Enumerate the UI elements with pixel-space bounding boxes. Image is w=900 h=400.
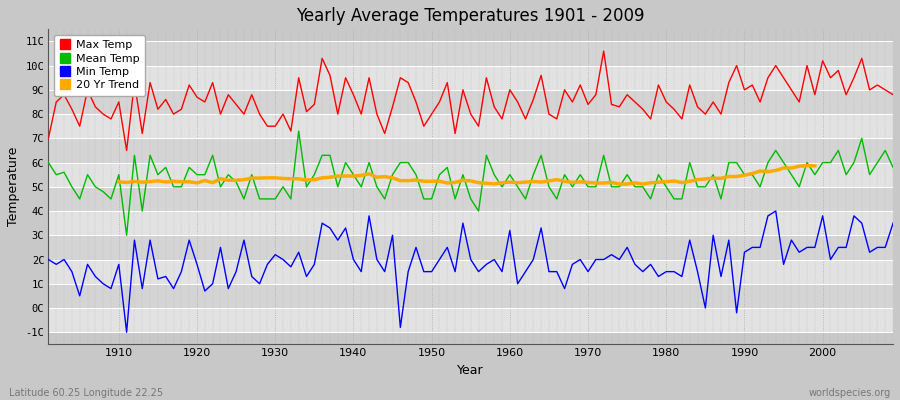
Bar — [49, 211, 893, 235]
Bar — [49, 162, 893, 187]
Title: Yearly Average Temperatures 1901 - 2009: Yearly Average Temperatures 1901 - 2009 — [296, 7, 645, 25]
Text: Latitude 60.25 Longitude 22.25: Latitude 60.25 Longitude 22.25 — [9, 388, 163, 398]
Bar — [49, 66, 893, 90]
X-axis label: Year: Year — [457, 364, 484, 377]
Bar — [49, 90, 893, 114]
Bar — [49, 187, 893, 211]
Bar — [49, 308, 893, 332]
Legend: Max Temp, Mean Temp, Min Temp, 20 Yr Trend: Max Temp, Mean Temp, Min Temp, 20 Yr Tre… — [54, 35, 146, 96]
Bar — [49, 138, 893, 162]
Bar — [49, 114, 893, 138]
Bar — [49, 41, 893, 66]
Bar — [49, 284, 893, 308]
Text: worldspecies.org: worldspecies.org — [809, 388, 891, 398]
Bar — [49, 260, 893, 284]
Y-axis label: Temperature: Temperature — [7, 147, 20, 226]
Bar — [49, 235, 893, 260]
